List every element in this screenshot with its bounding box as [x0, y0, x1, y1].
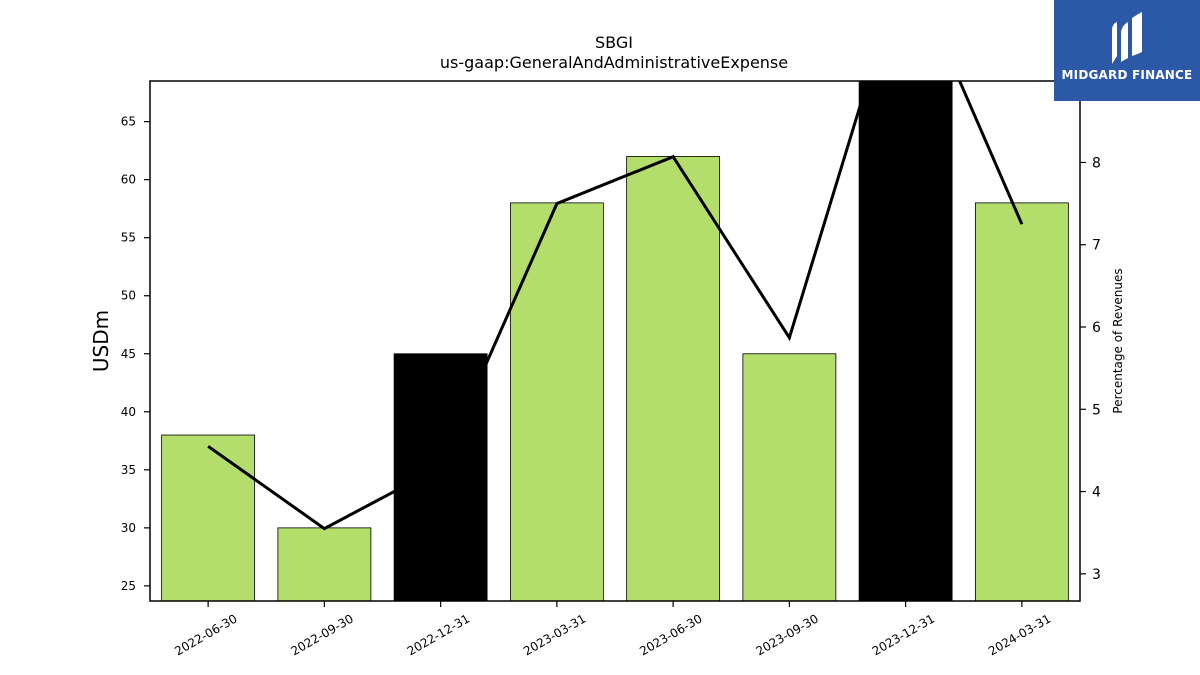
y-tick-label: 40 — [121, 405, 136, 419]
y2-tick-label: 5 — [1092, 402, 1101, 418]
x-tick-label: 2024-03-31 — [986, 611, 1053, 658]
y-tick-label: 60 — [121, 173, 136, 187]
y-axis-label: USDm — [89, 310, 113, 372]
brand-logo: MIDGARD FINANCE — [1054, 0, 1200, 101]
bar — [626, 156, 721, 602]
bar — [742, 353, 837, 602]
y2-tick-label: 6 — [1092, 320, 1101, 336]
y-tick-label: 30 — [121, 521, 136, 535]
x-tick-label: 2022-12-31 — [405, 611, 472, 658]
x-tick-label: 2022-06-30 — [172, 611, 239, 658]
chart-title: SBGI — [595, 33, 633, 52]
y-tick-label: 45 — [121, 347, 136, 361]
bar — [161, 434, 256, 602]
plot-frame — [149, 80, 1081, 602]
y-tick-label: 50 — [121, 289, 136, 303]
y-tick-label: 25 — [121, 579, 136, 593]
y2-tick-label: 4 — [1092, 485, 1101, 501]
x-axis: 2022-06-30 2022-09-30 2022-12-31 2023-03-31… — [172, 601, 1053, 658]
line-group — [207, 81, 1024, 531]
x-tick-label: 2023-03-31 — [521, 611, 588, 658]
bar — [858, 80, 953, 602]
y-tick-label: 35 — [121, 463, 136, 477]
y2-tick-label: 3 — [1092, 567, 1101, 583]
y-tick-label: 55 — [121, 231, 136, 245]
y-tick-label: 65 — [121, 115, 136, 129]
bar — [509, 202, 604, 602]
bar — [277, 527, 372, 602]
x-tick-label: 2022-09-30 — [288, 611, 355, 658]
y-axis-left: 25 30 35 40 45 50 55 60 65 — [121, 115, 150, 593]
logo-mark-icon — [1112, 12, 1142, 64]
y-axis-right: 3 4 5 6 7 8 — [1080, 155, 1101, 583]
y2-tick-label: 8 — [1092, 155, 1101, 171]
bar — [974, 202, 1069, 602]
x-tick-label: 2023-06-30 — [637, 611, 704, 658]
x-tick-label: 2023-12-31 — [870, 611, 937, 658]
logo-text: MIDGARD FINANCE — [1061, 68, 1193, 82]
y2-axis-label: Percentage of Revenues — [1111, 268, 1125, 413]
series-line — [207, 81, 1024, 531]
y2-tick-label: 7 — [1092, 238, 1101, 254]
chart-subtitle: us-gaap:GeneralAndAdministrativeExpense — [440, 53, 788, 72]
x-tick-label: 2023-09-30 — [753, 611, 820, 658]
bars-group — [161, 80, 1069, 602]
